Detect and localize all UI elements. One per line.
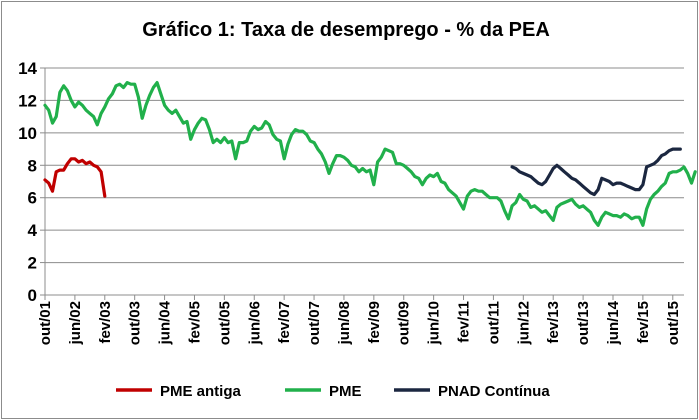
legend-label-1: PME: [329, 383, 362, 400]
x-tick-label: fev/13: [545, 301, 562, 344]
x-tick-label: jun/04: [157, 300, 174, 345]
x-tick-label: fev/05: [186, 301, 203, 344]
x-tick-label: jun/06: [246, 301, 263, 345]
y-tick-label: 12: [18, 91, 37, 110]
x-tick-label: fev/15: [635, 301, 652, 344]
x-tick-label: out/09: [396, 301, 413, 345]
y-tick-label: 6: [28, 189, 37, 208]
x-tick-label: fev/09: [366, 301, 383, 344]
x-axis-ticks: out/01 jun/02 fev/03 out/03 jun/04 fev/05 out/…: [37, 295, 682, 345]
y-tick-label: 0: [28, 286, 37, 305]
x-tick-label: jun/08: [336, 301, 353, 345]
series-line-1: [43, 80, 697, 227]
grid-lines: [45, 67, 684, 264]
legend-label-2: PNAD Contínua: [438, 383, 550, 400]
legend-label-0: PME antiga: [160, 383, 242, 400]
chart-title: Gráfico 1: Taxa de desemprego - % da PEA: [142, 19, 550, 41]
x-tick-label: out/13: [575, 301, 592, 345]
x-tick-label: jun/14: [605, 300, 622, 345]
y-tick-label: 2: [28, 254, 37, 273]
x-tick-label: jun/12: [515, 301, 532, 345]
x-tick-label: out/01: [37, 301, 54, 345]
x-tick-label: out/05: [216, 301, 233, 345]
x-tick-label: out/11: [485, 301, 502, 344]
x-tick-label: jun/10: [426, 301, 443, 345]
y-axis-ticks: 0 2 4 6 8 10 12 14: [18, 59, 45, 305]
series-lines: [43, 80, 697, 227]
series-line-2: [510, 147, 682, 197]
legend: PME antiga PME PNAD Contínua: [116, 383, 550, 400]
x-tick-label: fev/11: [456, 301, 473, 343]
y-tick-label: 10: [18, 124, 37, 143]
y-tick-label: 14: [18, 59, 37, 78]
x-tick-label: fev/03: [97, 301, 114, 344]
x-tick-label: out/07: [306, 301, 323, 345]
x-tick-label: jun/02: [67, 301, 84, 345]
series-line-0: [43, 157, 107, 198]
x-tick-label: fev/07: [276, 301, 293, 344]
x-tick-label: out/03: [127, 301, 144, 345]
x-tick-label: out/15: [665, 301, 682, 345]
y-tick-label: 4: [28, 221, 38, 240]
y-tick-label: 8: [28, 156, 37, 175]
